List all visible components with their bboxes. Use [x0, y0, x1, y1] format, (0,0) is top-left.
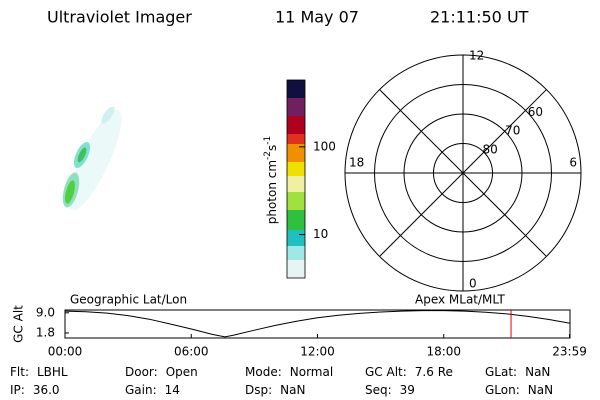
- aurora-image: [62, 106, 122, 211]
- status-label: Dsp:: [245, 383, 272, 397]
- x-tick-label: 06:00: [174, 345, 209, 359]
- status-value: 7.6 Re: [415, 365, 453, 379]
- y-axis-label: GC Alt: [12, 305, 26, 343]
- status-label: Mode:: [245, 365, 282, 379]
- time: 21:11:50 UT: [430, 8, 529, 27]
- status-label: Seq:: [365, 383, 392, 397]
- status-label: Door:: [125, 365, 158, 379]
- status-label: IP:: [10, 383, 25, 397]
- status-value: 39: [400, 383, 415, 397]
- status-field: GLat: NaN: [485, 365, 550, 379]
- hour-label: 0: [469, 277, 477, 291]
- lat-label: 70: [505, 124, 520, 138]
- hour-label: 6: [569, 156, 577, 170]
- status-field: Door: Open: [125, 365, 198, 379]
- status-label: GLon:: [485, 383, 520, 397]
- status-label: Flt:: [10, 365, 29, 379]
- status-table: Flt: LBHL Door: Open Mode: Normal GC Alt: 7.6 R…: [10, 365, 553, 397]
- status-value: NaN: [528, 383, 553, 397]
- status-value: NaN: [280, 383, 305, 397]
- y-tick-label: 1.8: [36, 325, 55, 339]
- status-value: LBHL: [37, 365, 68, 379]
- status-label: GC Alt:: [365, 365, 407, 379]
- hour-label: 12: [469, 49, 484, 63]
- x-tick-label: 12:00: [300, 345, 335, 359]
- polar-plot: [344, 54, 582, 292]
- status-field: Dsp: NaN: [245, 383, 305, 397]
- status-field: Mode: Normal: [245, 365, 333, 379]
- status-field: IP: 36.0: [10, 383, 60, 397]
- x-tick-label: 23:59: [552, 345, 587, 359]
- colorbar: [286, 79, 306, 279]
- status-value: 14: [165, 383, 180, 397]
- altitude-line: [64, 310, 571, 338]
- lat-label: 60: [528, 105, 543, 119]
- lat-label: 80: [483, 143, 498, 157]
- plot-frame: [64, 309, 571, 339]
- status-value: Normal: [290, 365, 333, 379]
- left-label: Geographic Lat/Lon: [70, 293, 187, 307]
- colorbar-tick-label: 100: [313, 139, 336, 153]
- y-tick-label: 9.0: [36, 305, 55, 319]
- status-field: GLon: NaN: [485, 383, 553, 397]
- status-label: Gain:: [125, 383, 157, 397]
- hour-label: 18: [349, 156, 364, 170]
- right-label: Apex MLat/MLT: [415, 293, 505, 307]
- status-field: GC Alt: 7.6 Re: [365, 365, 453, 379]
- status-field: Gain: 14: [125, 383, 180, 397]
- status-value: Open: [166, 365, 198, 379]
- status-value: 36.0: [33, 383, 60, 397]
- status-label: GLat:: [485, 365, 517, 379]
- status-value: NaN: [525, 365, 550, 379]
- status-field: Seq: 39: [365, 383, 415, 397]
- date: 11 May 07: [275, 8, 359, 27]
- x-tick-label: 18:00: [426, 345, 461, 359]
- status-field: Flt: LBHL: [10, 365, 68, 379]
- spoke: [379, 89, 547, 257]
- colorbar-label: photon cm-2s-1: [263, 136, 279, 225]
- colorbar-tick-label: 10: [313, 227, 328, 241]
- title: Ultraviolet Imager: [47, 8, 192, 27]
- x-tick-label: 00:00: [48, 345, 83, 359]
- orbit-plot: [64, 309, 571, 339]
